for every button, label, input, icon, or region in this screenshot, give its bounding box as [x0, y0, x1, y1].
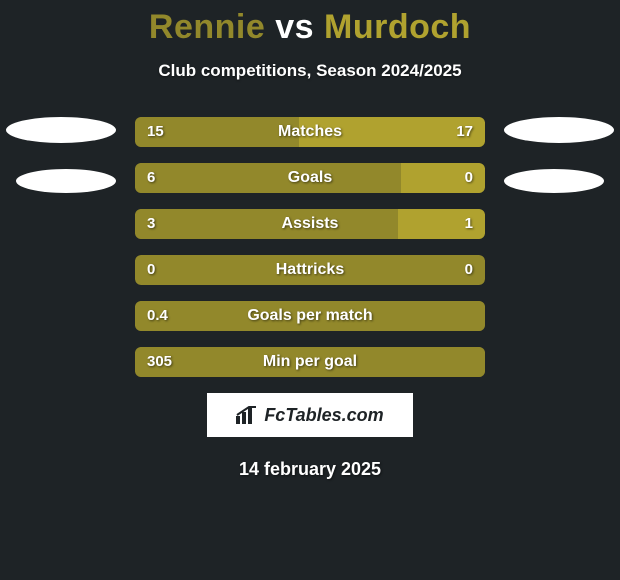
vs-text: vs — [275, 8, 314, 46]
branding-badge: FcTables.com — [207, 393, 413, 437]
player1-name: Rennie — [149, 8, 265, 46]
branding-text: FcTables.com — [264, 405, 383, 426]
stat-label: Goals — [135, 163, 485, 193]
stat-label: Matches — [135, 117, 485, 147]
player1-photo-placeholder-top — [6, 117, 116, 143]
stat-label: Assists — [135, 209, 485, 239]
comparison-arena: 1517Matches 60Goals 31Assists 00Hattricks 0.… — [0, 117, 620, 377]
subtitle: Club competitions, Season 2024/2025 — [0, 61, 620, 81]
stat-label: Min per goal — [135, 347, 485, 377]
stat-row: 00Hattricks — [135, 255, 485, 285]
player1-photo-placeholder-bottom — [16, 169, 116, 193]
stat-label: Goals per match — [135, 301, 485, 331]
stat-row: 1517Matches — [135, 117, 485, 147]
stat-row: 305Min per goal — [135, 347, 485, 377]
stat-row: 60Goals — [135, 163, 485, 193]
stat-rows: 1517Matches 60Goals 31Assists 00Hattricks 0.… — [135, 117, 485, 377]
snapshot-date: 14 february 2025 — [0, 459, 620, 480]
page-title: Rennie vs Murdoch — [0, 0, 620, 47]
stat-row: 0.4Goals per match — [135, 301, 485, 331]
stat-label: Hattricks — [135, 255, 485, 285]
branding-logo-icon — [236, 406, 258, 424]
player2-photo-placeholder-top — [504, 117, 614, 143]
player2-name: Murdoch — [324, 8, 471, 46]
stat-row: 31Assists — [135, 209, 485, 239]
player2-photo-placeholder-bottom — [504, 169, 604, 193]
